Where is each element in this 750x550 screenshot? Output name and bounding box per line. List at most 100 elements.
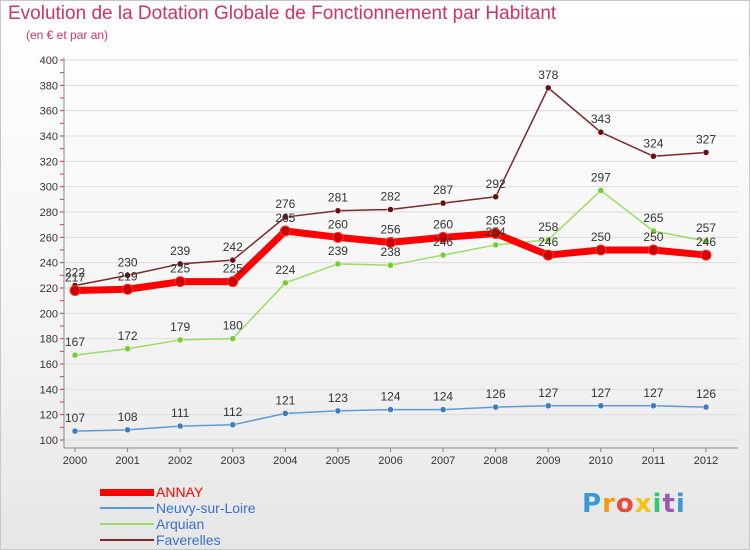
data-label: 127 (643, 386, 663, 400)
data-label: 180 (223, 319, 243, 333)
data-point (702, 237, 710, 245)
data-label: 123 (328, 391, 348, 405)
data-label: 263 (486, 214, 506, 228)
data-point (71, 351, 79, 359)
data-point (387, 406, 394, 413)
logo-letter: i (652, 489, 663, 519)
data-label: 246 (538, 235, 558, 249)
data-label: 179 (170, 320, 190, 334)
legend-item: Arquian (100, 516, 204, 532)
legend-label: Faverelles (156, 532, 221, 548)
data-point (490, 228, 502, 240)
x-tick-label: 2002 (168, 455, 192, 467)
data-point (334, 207, 342, 214)
data-point (124, 345, 131, 353)
data-point (334, 407, 342, 415)
data-label: 222 (65, 265, 85, 279)
data-label: 276 (275, 197, 295, 211)
data-point (122, 283, 134, 295)
data-point (124, 272, 131, 279)
data-label: 256 (380, 222, 400, 236)
data-label: 242 (223, 240, 243, 254)
data-label: 124 (380, 390, 400, 404)
data-point (545, 236, 552, 244)
data-point (439, 406, 447, 413)
data-point (597, 187, 605, 194)
data-label: 239 (170, 244, 190, 258)
data-point (282, 279, 289, 287)
data-label: 258 (538, 220, 558, 234)
data-point (387, 261, 394, 269)
x-tick-label: 2004 (273, 455, 297, 467)
data-label: 225 (170, 262, 190, 276)
proxiti-logo: Proxiti (582, 489, 686, 519)
x-tick-label: 2007 (431, 455, 455, 467)
logo-letter: x (634, 489, 653, 519)
logo-letter: P (582, 489, 603, 519)
logo-letter: r (602, 489, 616, 519)
legend-label: ANNAY (156, 484, 204, 500)
y-tick-label: 340 (40, 131, 58, 143)
y-tick-label: 200 (40, 308, 58, 320)
data-label: 224 (275, 263, 295, 277)
data-point (650, 153, 657, 160)
data-point (176, 260, 184, 268)
data-point (492, 403, 499, 411)
x-tick-label: 2000 (63, 455, 87, 467)
x-tick-label: 2003 (221, 455, 245, 467)
data-point (174, 276, 186, 288)
data-point (437, 231, 449, 243)
data-label: 124 (433, 390, 453, 404)
data-label: 172 (118, 329, 138, 343)
data-point (439, 199, 447, 207)
data-label: 246 (433, 235, 453, 249)
x-tick-label: 2012 (694, 455, 718, 467)
data-label: 107 (65, 411, 85, 425)
data-label: 126 (696, 387, 716, 401)
data-label: 260 (328, 217, 348, 231)
data-label: 127 (591, 386, 611, 400)
y-tick-label: 160 (40, 359, 58, 371)
data-point (334, 260, 342, 268)
y-tick-label: 240 (40, 258, 58, 270)
x-tick-label: 2010 (589, 455, 613, 467)
data-point (279, 225, 291, 237)
data-point (545, 84, 552, 92)
chart-title: Evolution de la Dotation Globale de Fonc… (8, 3, 557, 24)
data-point (282, 410, 289, 417)
chart-subtitle: (en € et par an) (26, 28, 109, 42)
data-label: 108 (118, 410, 138, 424)
data-label: 265 (643, 211, 663, 225)
data-label: 257 (696, 221, 716, 235)
y-tick-label: 360 (40, 106, 58, 118)
y-tick-label: 300 (40, 182, 58, 194)
x-tick-label: 2009 (536, 455, 560, 467)
data-point (229, 335, 236, 342)
y-tick-label: 320 (40, 156, 58, 168)
legend-swatch (100, 523, 154, 525)
data-point (492, 241, 499, 249)
legend-swatch (100, 488, 154, 496)
data-label: 265 (275, 211, 295, 225)
data-label: 246 (696, 235, 716, 249)
data-label: 297 (591, 170, 611, 184)
data-point (282, 213, 289, 221)
data-point (176, 336, 184, 344)
data-label: 217 (65, 271, 85, 285)
data-point (332, 231, 344, 243)
logo-letter: o (615, 489, 635, 519)
data-label: 292 (486, 177, 506, 191)
data-point (545, 402, 552, 410)
data-label: 282 (380, 189, 400, 203)
legend-item: Neuvy-sur-Loire (100, 500, 256, 516)
legend-item: ANNAY (100, 484, 203, 500)
logo-letter: t (662, 489, 676, 519)
legend-label: Arquian (156, 516, 205, 532)
data-point (597, 402, 605, 410)
data-point (439, 251, 447, 259)
y-tick-label: 140 (40, 384, 58, 396)
data-label: 111 (171, 406, 190, 420)
data-label: 250 (643, 230, 663, 244)
data-label: 112 (223, 405, 242, 419)
